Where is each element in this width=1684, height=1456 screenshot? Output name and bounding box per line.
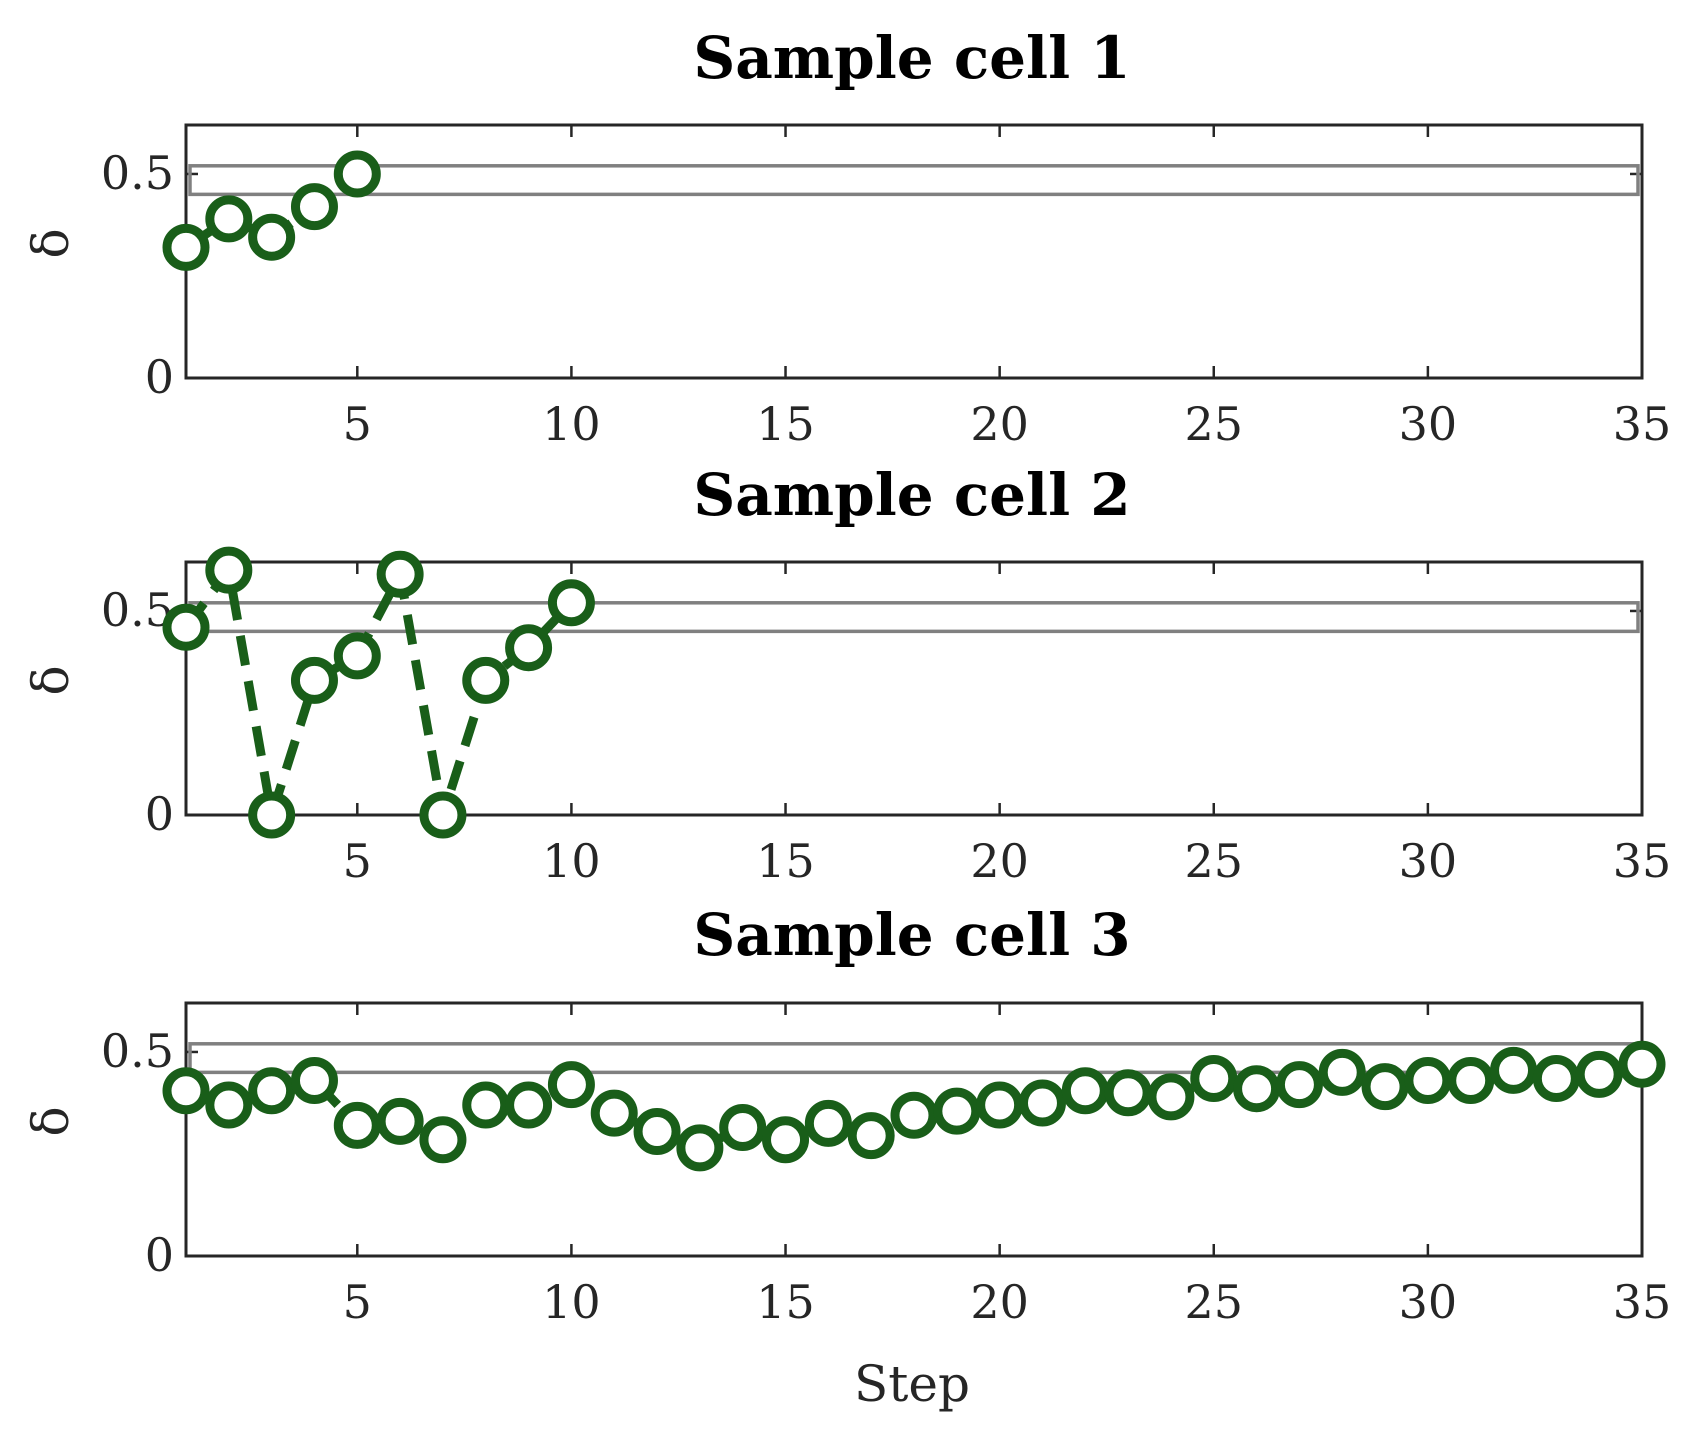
data-point: [290, 1057, 338, 1105]
y-tick-label: 0.5: [101, 1024, 174, 1078]
y-tick-label: 0.5: [101, 583, 174, 637]
data-point: [505, 624, 553, 672]
data-point: [1190, 1054, 1238, 1102]
data-point: [248, 791, 296, 839]
y-tick-label: 0: [145, 350, 174, 404]
x-tick-label: 30: [1399, 397, 1458, 451]
data-point: [1490, 1046, 1538, 1094]
plot-frame: [184, 123, 1644, 380]
data-point: [1447, 1057, 1495, 1105]
x-tick-label: 30: [1399, 834, 1458, 888]
data-point: [462, 1081, 510, 1129]
x-tick-label: 20: [970, 397, 1029, 451]
data-point: [762, 1116, 810, 1164]
data-point: [376, 550, 424, 598]
data-point: [676, 1124, 724, 1172]
series-line: [182, 565, 575, 820]
data-point: [1361, 1063, 1409, 1111]
x-tick-label: 15: [756, 1275, 815, 1329]
x-tick-label: 30: [1399, 1275, 1458, 1329]
x-tick-label: 10: [542, 834, 601, 888]
data-point: [419, 791, 467, 839]
data-point: [333, 1101, 381, 1149]
data-point: [933, 1087, 981, 1135]
data-point: [804, 1099, 852, 1147]
y-axis-label: δ: [22, 228, 80, 258]
data-point: [590, 1089, 638, 1137]
x-tick-label: 35: [1613, 834, 1672, 888]
data-point: [333, 632, 381, 680]
x-tick-label: 20: [970, 834, 1029, 888]
y-tick-label: 0: [145, 787, 174, 841]
x-tick-label: 5: [343, 834, 372, 888]
x-tick-label: 10: [542, 397, 601, 451]
data-point: [1147, 1073, 1195, 1121]
y-axis-label: δ: [22, 665, 80, 695]
data-point: [1575, 1050, 1623, 1098]
data-point: [376, 1097, 424, 1145]
data-point: [162, 603, 210, 651]
data-point: [205, 195, 253, 243]
plot-frame: [184, 560, 1644, 817]
x-tick-label: 10: [542, 1275, 601, 1329]
x-tick-label: 25: [1184, 1275, 1243, 1329]
data-point: [1018, 1079, 1066, 1127]
data-point: [162, 223, 210, 271]
chart-title: Sample cell 1: [693, 24, 1130, 92]
data-point: [1061, 1067, 1109, 1115]
plot-frame: [184, 1001, 1644, 1258]
data-point: [1618, 1040, 1666, 1088]
y-tick-label: 0: [145, 1228, 174, 1282]
data-point: [1318, 1048, 1366, 1096]
data-point: [248, 1067, 296, 1115]
data-point: [333, 150, 381, 198]
x-tick-label: 15: [756, 834, 815, 888]
chart-panel-1: Sample cell 1 5 10 15 20 25 30 35 0 0.5 δ: [22, 24, 1671, 451]
data-point: [205, 546, 253, 594]
data-point: [890, 1091, 938, 1139]
data-point: [1532, 1054, 1580, 1102]
x-tick-label: 35: [1613, 397, 1672, 451]
data-point: [505, 1081, 553, 1129]
y-axis-label: δ: [22, 1106, 80, 1136]
chart-panel-2: Sample cell 2 5 10 15 20 25 30 35 0 0.5 δ: [22, 461, 1671, 888]
data-point: [976, 1081, 1024, 1129]
data-point: [290, 183, 338, 231]
data-point: [547, 579, 595, 627]
x-tick-label: 35: [1613, 1275, 1672, 1329]
x-tick-label: 25: [1184, 834, 1243, 888]
x-tick-label: 5: [343, 397, 372, 451]
data-point: [1404, 1057, 1452, 1105]
data-point: [462, 656, 510, 704]
x-tick-label: 25: [1184, 397, 1243, 451]
data-point: [1233, 1065, 1281, 1113]
data-point: [205, 1081, 253, 1129]
x-tick-label: 20: [970, 1275, 1029, 1329]
y-tick-label: 0.5: [101, 146, 174, 200]
chart-title: Sample cell 2: [693, 461, 1130, 529]
x-tick-label: 15: [756, 397, 815, 451]
x-tick-label: 5: [343, 1275, 372, 1329]
data-point: [1275, 1061, 1323, 1109]
reference-band: [188, 164, 1640, 197]
data-point: [633, 1108, 681, 1156]
data-point: [290, 656, 338, 704]
data-point: [547, 1061, 595, 1109]
data-point: [847, 1112, 895, 1160]
data-point: [419, 1116, 467, 1164]
data-point: [719, 1103, 767, 1151]
chart-title: Sample cell 3: [693, 901, 1130, 969]
chart-panel-3: Sample cell 3 5 10 15 20 25 30 35 0 0.5 δ Step: [22, 901, 1671, 1413]
data-point: [162, 1067, 210, 1115]
x-axis-label: Step: [854, 1355, 970, 1413]
data-point: [248, 213, 296, 261]
data-point: [1104, 1069, 1152, 1117]
